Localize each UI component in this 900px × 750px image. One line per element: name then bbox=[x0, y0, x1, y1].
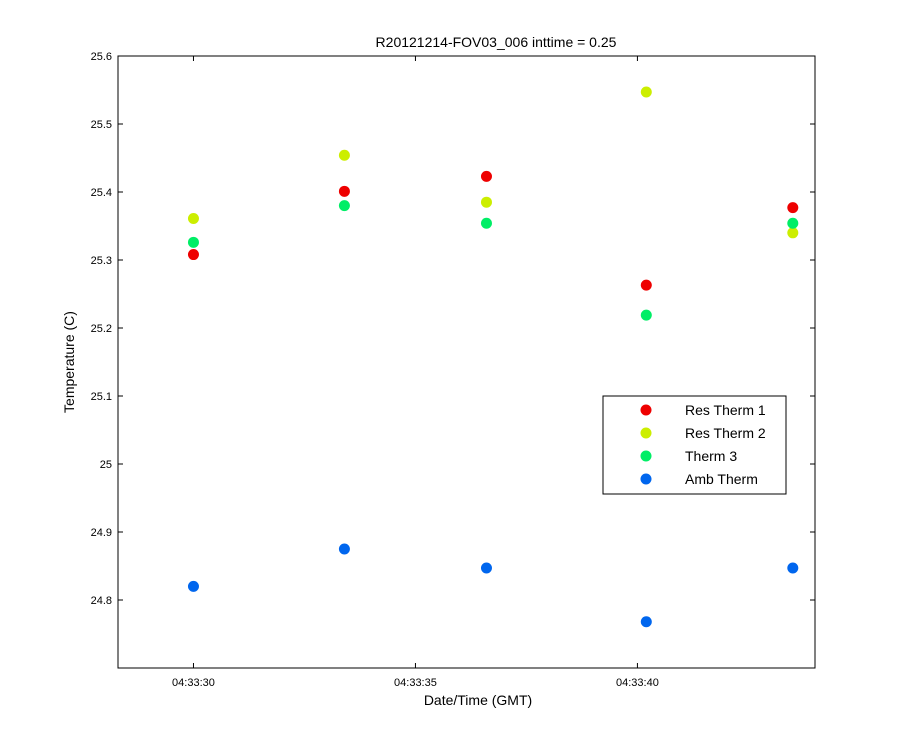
axes-ticks: 24.8 24.9 25 25.1 25.2 25.3 25.4 25.5 25.6 04:33:… bbox=[91, 51, 815, 689]
x-tick-label: 04:33:35 bbox=[394, 677, 437, 689]
y-tick-label: 25.4 bbox=[91, 187, 112, 199]
data-point bbox=[338, 200, 350, 212]
data-point bbox=[338, 149, 350, 161]
data-point bbox=[640, 616, 652, 628]
data-point bbox=[640, 309, 652, 321]
x-tick-label: 04:33:40 bbox=[616, 677, 659, 689]
data-point bbox=[187, 580, 199, 592]
data-point bbox=[640, 279, 652, 291]
data-point bbox=[787, 217, 799, 229]
legend-marker bbox=[640, 450, 652, 462]
legend-marker bbox=[640, 404, 652, 416]
data-point bbox=[640, 86, 652, 98]
data-point bbox=[338, 185, 350, 197]
legend-label: Res Therm 1 bbox=[685, 402, 766, 418]
data-points bbox=[187, 86, 799, 628]
plot-area bbox=[117, 55, 816, 669]
y-tick-label: 25.3 bbox=[91, 255, 112, 267]
legend-label: Amb Therm bbox=[685, 471, 758, 487]
data-point bbox=[187, 236, 199, 248]
x-tick-label: 04:33:30 bbox=[172, 677, 215, 689]
data-point bbox=[787, 202, 799, 214]
data-point bbox=[338, 543, 350, 555]
y-tick-label: 24.9 bbox=[91, 527, 112, 539]
data-point bbox=[187, 213, 199, 225]
legend-label: Res Therm 2 bbox=[685, 425, 766, 441]
y-tick-label: 25 bbox=[100, 459, 112, 471]
y-tick-label: 25.5 bbox=[91, 119, 112, 131]
legend-marker bbox=[640, 473, 652, 485]
data-point bbox=[480, 217, 492, 229]
data-point bbox=[480, 196, 492, 208]
data-point bbox=[480, 562, 492, 574]
chart-title: R20121214-FOV03_006 inttime = 0.25 bbox=[376, 34, 617, 50]
legend: Res Therm 1 Res Therm 2 Therm 3 Amb Therm bbox=[602, 395, 787, 495]
x-axis-label: Date/Time (GMT) bbox=[424, 692, 532, 708]
data-point bbox=[787, 227, 799, 239]
y-tick-label: 25.2 bbox=[91, 323, 112, 335]
data-point bbox=[480, 170, 492, 182]
legend-box bbox=[602, 395, 787, 495]
y-tick-label: 25.1 bbox=[91, 391, 112, 403]
legend-marker bbox=[640, 427, 652, 439]
legend-label: Therm 3 bbox=[685, 448, 737, 464]
y-tick-label: 25.6 bbox=[91, 51, 112, 63]
data-point bbox=[787, 562, 799, 574]
y-axis-label: Temperature (C) bbox=[61, 311, 77, 413]
y-tick-label: 24.8 bbox=[91, 595, 112, 607]
data-point bbox=[187, 249, 199, 261]
